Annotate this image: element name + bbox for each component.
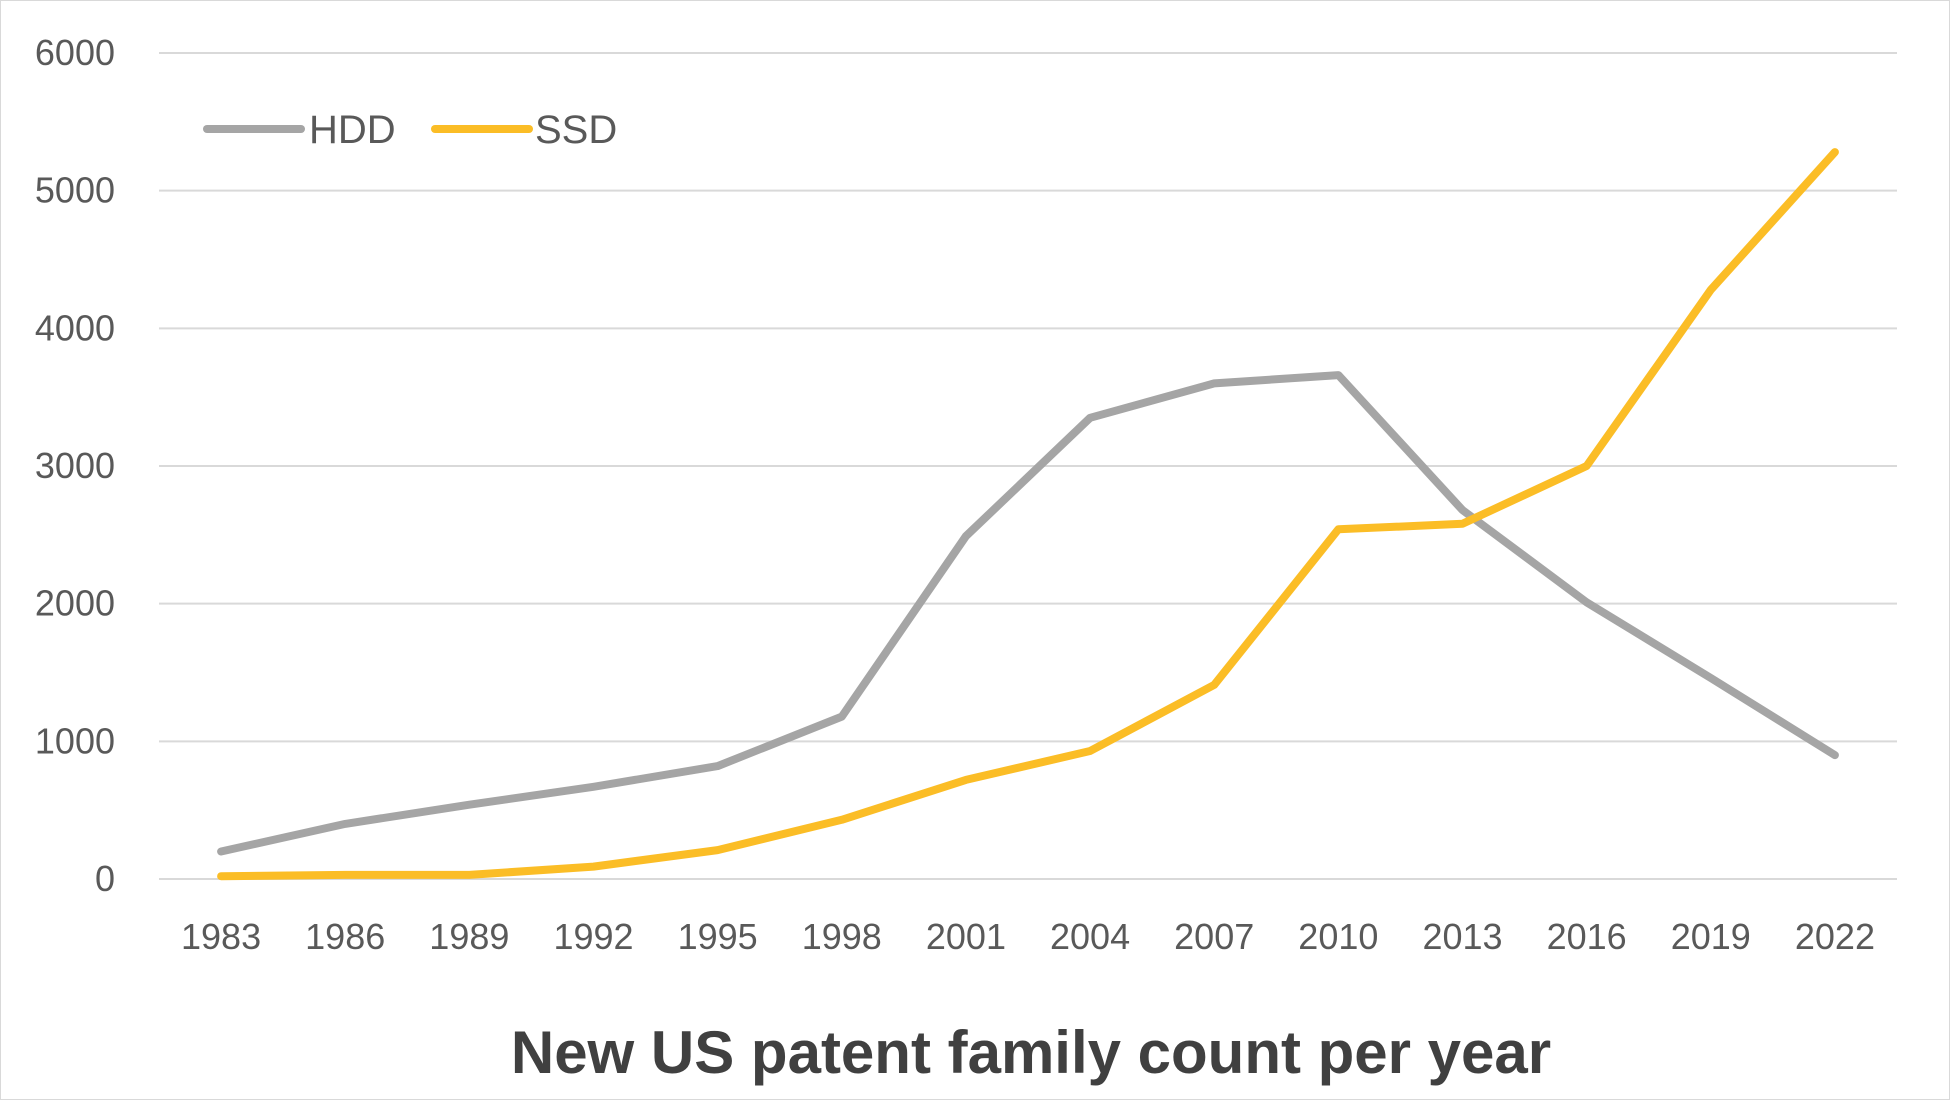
legend-label-ssd: SSD (535, 108, 617, 152)
y-axis-ticks: 0 1000 2000 3000 4000 5000 6000 (35, 32, 115, 899)
x-tick-label: 2022 (1795, 916, 1875, 957)
y-tick-label: 3000 (35, 445, 115, 486)
y-tick-label: 5000 (35, 170, 115, 211)
y-tick-label: 1000 (35, 720, 115, 761)
x-tick-label: 2016 (1547, 916, 1627, 957)
series-line-ssd (217, 148, 1839, 881)
x-tick-label: 2013 (1422, 916, 1502, 957)
y-tick-label: 6000 (35, 32, 115, 73)
x-axis-ticks: 1983 1986 1989 1992 1995 1998 2001 2004 2007 2010… (181, 916, 1875, 957)
x-tick-label: 2010 (1298, 916, 1378, 957)
y-tick-label: 0 (95, 858, 115, 899)
x-tick-label: 1998 (802, 916, 882, 957)
y-tick-label: 2000 (35, 583, 115, 624)
x-tick-label: 1989 (429, 916, 509, 957)
x-tick-label: 2004 (1050, 916, 1130, 957)
gridlines (159, 52, 1897, 880)
chart-title: New US patent family count per year (511, 1019, 1551, 1086)
x-tick-label: 2001 (926, 916, 1006, 957)
series-lines (217, 148, 1839, 881)
legend-label-hdd: HDD (309, 108, 396, 152)
x-tick-label: 2007 (1174, 916, 1254, 957)
x-tick-label: 2019 (1671, 916, 1751, 957)
x-tick-label: 1986 (305, 916, 385, 957)
x-tick-label: 1995 (678, 916, 758, 957)
series-line-hdd (217, 371, 1839, 856)
x-tick-label: 1983 (181, 916, 261, 957)
legend: HDD SSD (203, 108, 617, 152)
x-tick-label: 1992 (553, 916, 633, 957)
y-tick-label: 4000 (35, 307, 115, 348)
